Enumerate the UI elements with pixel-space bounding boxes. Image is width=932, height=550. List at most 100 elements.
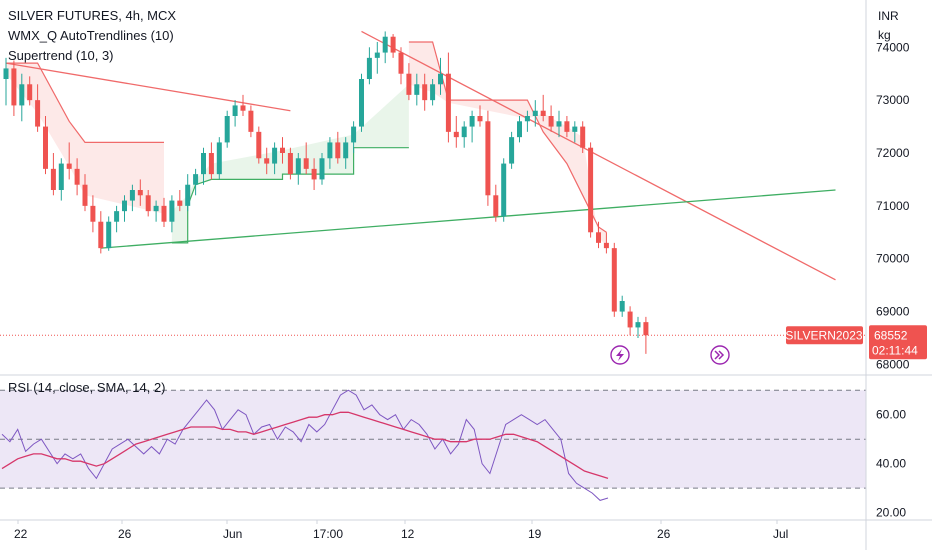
candle-body [619, 301, 625, 312]
candle-body [359, 79, 364, 127]
candle-body [596, 232, 601, 243]
candle-body [461, 126, 467, 138]
price-tag-value: 68552 [874, 328, 908, 342]
indicator-supertrend[interactable]: Supertrend (10, 3) [8, 48, 114, 63]
candle-body [201, 153, 206, 175]
price-tick-label: 73000 [876, 93, 910, 107]
candle-body [524, 116, 530, 122]
candle-body [185, 184, 191, 206]
candle-body [588, 147, 594, 233]
candle-body [422, 84, 428, 101]
rsi-pane [0, 389, 866, 501]
time-tick-label: Jul [773, 527, 788, 541]
rsi-ma-line [1, 411, 609, 480]
indicator-autotrendlines[interactable]: WMX_Q AutoTrendlines (10) [8, 28, 174, 43]
candle-body [580, 126, 586, 148]
lightning-icon-glyph [616, 349, 624, 361]
candle-body [382, 36, 388, 53]
candle-body [327, 142, 333, 159]
candle-body [50, 168, 56, 190]
price-tick-label: 72000 [876, 146, 910, 160]
price-tick-label: 69000 [876, 305, 910, 319]
candle-body [532, 110, 538, 116]
ticker-tag-bg [786, 326, 863, 345]
candle-body [319, 158, 325, 180]
candle-body [414, 84, 420, 95]
time-tick-label: 12 [401, 527, 415, 541]
time-tick-label: 26 [118, 527, 132, 541]
candle-body [611, 248, 617, 312]
candle-body [287, 153, 293, 175]
candle-body [430, 84, 436, 101]
candle-body [406, 73, 412, 95]
candles-layer [3, 31, 649, 354]
candle-body [643, 322, 649, 336]
candle-body [11, 68, 17, 106]
candle-body [90, 205, 96, 222]
supertrend-down-line [408, 41, 607, 233]
price-tick-label: 68000 [876, 357, 910, 371]
candle-body [272, 147, 278, 164]
candle-body [153, 205, 159, 212]
candle-body [540, 110, 546, 116]
symbol-title[interactable]: SILVER FUTURES, 4h, MCX [8, 8, 177, 23]
candle-body [248, 110, 254, 132]
candle-body [161, 205, 167, 222]
rsi-legend[interactable]: RSI (14, close, SMA, 14, 2) [8, 380, 166, 395]
candle-body [445, 73, 451, 132]
supertrend-up-line [171, 147, 409, 244]
supertrend-down-fill [6, 63, 164, 214]
supertrend-down-fill [408, 42, 607, 246]
candle-body [280, 147, 285, 153]
candle-body [177, 200, 183, 206]
price-tick-label: 71000 [876, 199, 910, 213]
candle-body [366, 57, 372, 79]
time-tick-label: 22 [14, 527, 28, 541]
candle-body [311, 168, 317, 180]
candle-body [398, 52, 404, 74]
candle-body [453, 131, 459, 138]
forward-icon[interactable] [710, 345, 730, 365]
candle-body [82, 184, 88, 206]
candle-body [137, 190, 143, 196]
candle-body [295, 158, 301, 175]
time-tick-label: 17:00 [313, 527, 343, 541]
candle-body [517, 121, 522, 138]
time-tick-label: 19 [528, 527, 542, 541]
candle-body [224, 116, 230, 143]
candle-body [556, 121, 562, 127]
candle-body [114, 211, 120, 222]
auto-trendline [100, 189, 836, 249]
time-tick-label: 26 [657, 527, 671, 541]
candle-body [3, 68, 9, 79]
candle-body [572, 126, 578, 132]
candle-body [485, 121, 491, 196]
candle-body [303, 158, 309, 169]
rsi-tick-label: 40.00 [876, 457, 906, 471]
rsi-tick-label: 60.00 [876, 408, 906, 422]
chart-legend: SILVER FUTURES, 4h, MCX WMX_Q AutoTrendl… [8, 6, 176, 66]
price-tick-label: 74000 [876, 40, 910, 54]
rsi-line [1, 389, 609, 501]
time-tick-label: Jun [223, 527, 242, 541]
lightning-icon[interactable] [610, 345, 630, 365]
candle-body [501, 163, 507, 217]
candle-body [343, 142, 349, 159]
candle-body [390, 36, 396, 53]
candle-body [548, 116, 554, 127]
candle-body [240, 105, 246, 111]
candle-body [493, 195, 499, 217]
candle-body [635, 322, 641, 328]
rsi-tick-label: 20.00 [876, 506, 906, 520]
price-tag-bg [869, 325, 927, 360]
candle-body [564, 121, 570, 132]
supertrend-down-line [6, 62, 164, 143]
candle-body [208, 153, 214, 175]
candle-body [374, 52, 380, 58]
price-tag-countdown: 02:11:44 [872, 343, 918, 357]
candle-body [232, 105, 238, 116]
candle-body [264, 158, 270, 164]
